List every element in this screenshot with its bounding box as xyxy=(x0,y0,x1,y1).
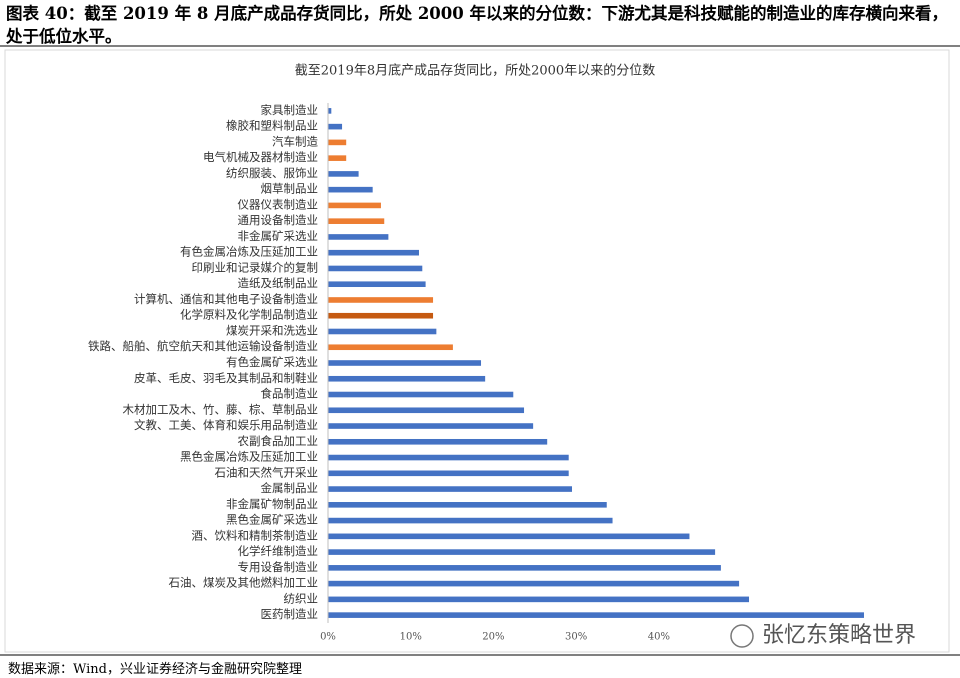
y-tick-label: 计算机、通信和其他电子设备制造业 xyxy=(134,292,318,306)
y-tick-label: 木材加工及木、竹、藤、棕、草制品业 xyxy=(123,402,319,416)
bar xyxy=(328,438,548,445)
bar xyxy=(328,580,740,587)
y-tick-label: 煤炭开采和洗选业 xyxy=(226,323,318,337)
y-tick-label: 烟草制品业 xyxy=(261,182,319,196)
y-tick-label: 橡胶和塑料制品业 xyxy=(226,119,318,133)
bar xyxy=(328,281,426,288)
bar xyxy=(328,202,381,209)
y-tick-label: 汽车制造 xyxy=(272,134,318,148)
y-tick-label: 通用设备制造业 xyxy=(238,213,319,227)
bar xyxy=(328,344,453,351)
chart-title: 截至2019年8月底产成品存货同比，所处2000年以来的分位数 xyxy=(295,63,655,79)
bar xyxy=(328,549,716,555)
bar xyxy=(328,596,750,603)
bar xyxy=(328,155,347,161)
bar xyxy=(328,423,534,429)
watermark-icon xyxy=(730,624,754,648)
x-tick-label: 20% xyxy=(482,632,504,643)
y-tick-label: 皮革、毛皮、羽毛及其制品和制鞋业 xyxy=(134,371,318,385)
watermark: 张忆东策略世界 xyxy=(762,623,916,648)
y-tick-label: 黑色金属冶炼及压延加工业 xyxy=(180,450,318,464)
y-tick-label: 医药制造业 xyxy=(261,607,319,621)
header-title: 图表 40：截至 2019 年 8 月底产成品存货同比，所处 2000 年以来的… xyxy=(6,4,948,46)
x-tick-label: 10% xyxy=(400,632,422,643)
y-tick-label: 化学纤维制造业 xyxy=(238,544,319,558)
y-tick-label: 有色金属矿采选业 xyxy=(226,355,318,369)
y-tick-label: 化学原料及化学制品制造业 xyxy=(180,308,318,322)
bar xyxy=(328,375,486,382)
y-tick-label: 非金属矿物制品业 xyxy=(226,497,318,511)
bar xyxy=(328,391,514,398)
bar xyxy=(328,171,359,177)
bar xyxy=(328,533,690,540)
bar xyxy=(328,517,613,524)
y-tick-label: 农副食品加工业 xyxy=(238,434,319,448)
y-tick-label: 专用设备制造业 xyxy=(238,560,319,574)
y-tick-label: 纺织业 xyxy=(284,591,319,605)
y-tick-label: 印刷业和记录媒介的复制 xyxy=(192,260,319,274)
y-tick-label: 文教、工美、体育和娱乐用品制造业 xyxy=(134,418,318,432)
bar xyxy=(328,407,525,414)
y-tick-label: 石油、煤炭及其他燃料加工业 xyxy=(169,576,319,590)
y-tick-label: 造纸及纸制品业 xyxy=(238,276,319,290)
y-tick-label: 酒、饮料和精制茶制造业 xyxy=(192,528,319,542)
y-tick-label: 仪器仪表制造业 xyxy=(238,197,319,211)
y-tick-label: 电气机械及器材制造业 xyxy=(203,150,318,164)
y-tick-label: 黑色金属矿采选业 xyxy=(226,513,318,527)
bar xyxy=(328,108,332,114)
y-tick-label: 非金属矿采选业 xyxy=(238,229,319,243)
bar xyxy=(328,139,347,146)
bar xyxy=(328,502,607,508)
bar xyxy=(328,123,343,130)
bar xyxy=(328,297,434,303)
source-note: 数据来源：Wind，兴业证券经济与金融研究院整理 xyxy=(8,662,302,677)
x-tick-label: 30% xyxy=(565,632,587,643)
bar xyxy=(328,486,573,492)
bar xyxy=(328,234,389,240)
bar xyxy=(328,565,721,571)
bar xyxy=(328,312,434,319)
bar xyxy=(328,249,419,256)
y-tick-label: 食品制造业 xyxy=(261,387,319,401)
bar xyxy=(328,360,482,366)
y-tick-label: 家具制造业 xyxy=(261,103,319,117)
y-tick-label: 有色金属冶炼及压延加工业 xyxy=(180,245,318,259)
y-tick-label: 石油和天然气开采业 xyxy=(215,465,319,479)
bar xyxy=(328,454,569,461)
bar xyxy=(328,218,385,224)
y-tick-label: 纺织服装、服饰业 xyxy=(226,166,318,180)
y-tick-label: 铁路、船舶、航空航天和其他运输设备制造业 xyxy=(88,339,318,353)
x-tick-label: 40% xyxy=(648,632,670,643)
x-tick-label: 0% xyxy=(320,632,336,643)
bar xyxy=(328,612,864,618)
y-tick-label: 金属制品业 xyxy=(261,481,319,495)
chart-frame xyxy=(4,49,950,653)
bar xyxy=(328,328,437,335)
bar xyxy=(328,470,569,477)
bar xyxy=(328,186,373,193)
bar xyxy=(328,265,423,272)
